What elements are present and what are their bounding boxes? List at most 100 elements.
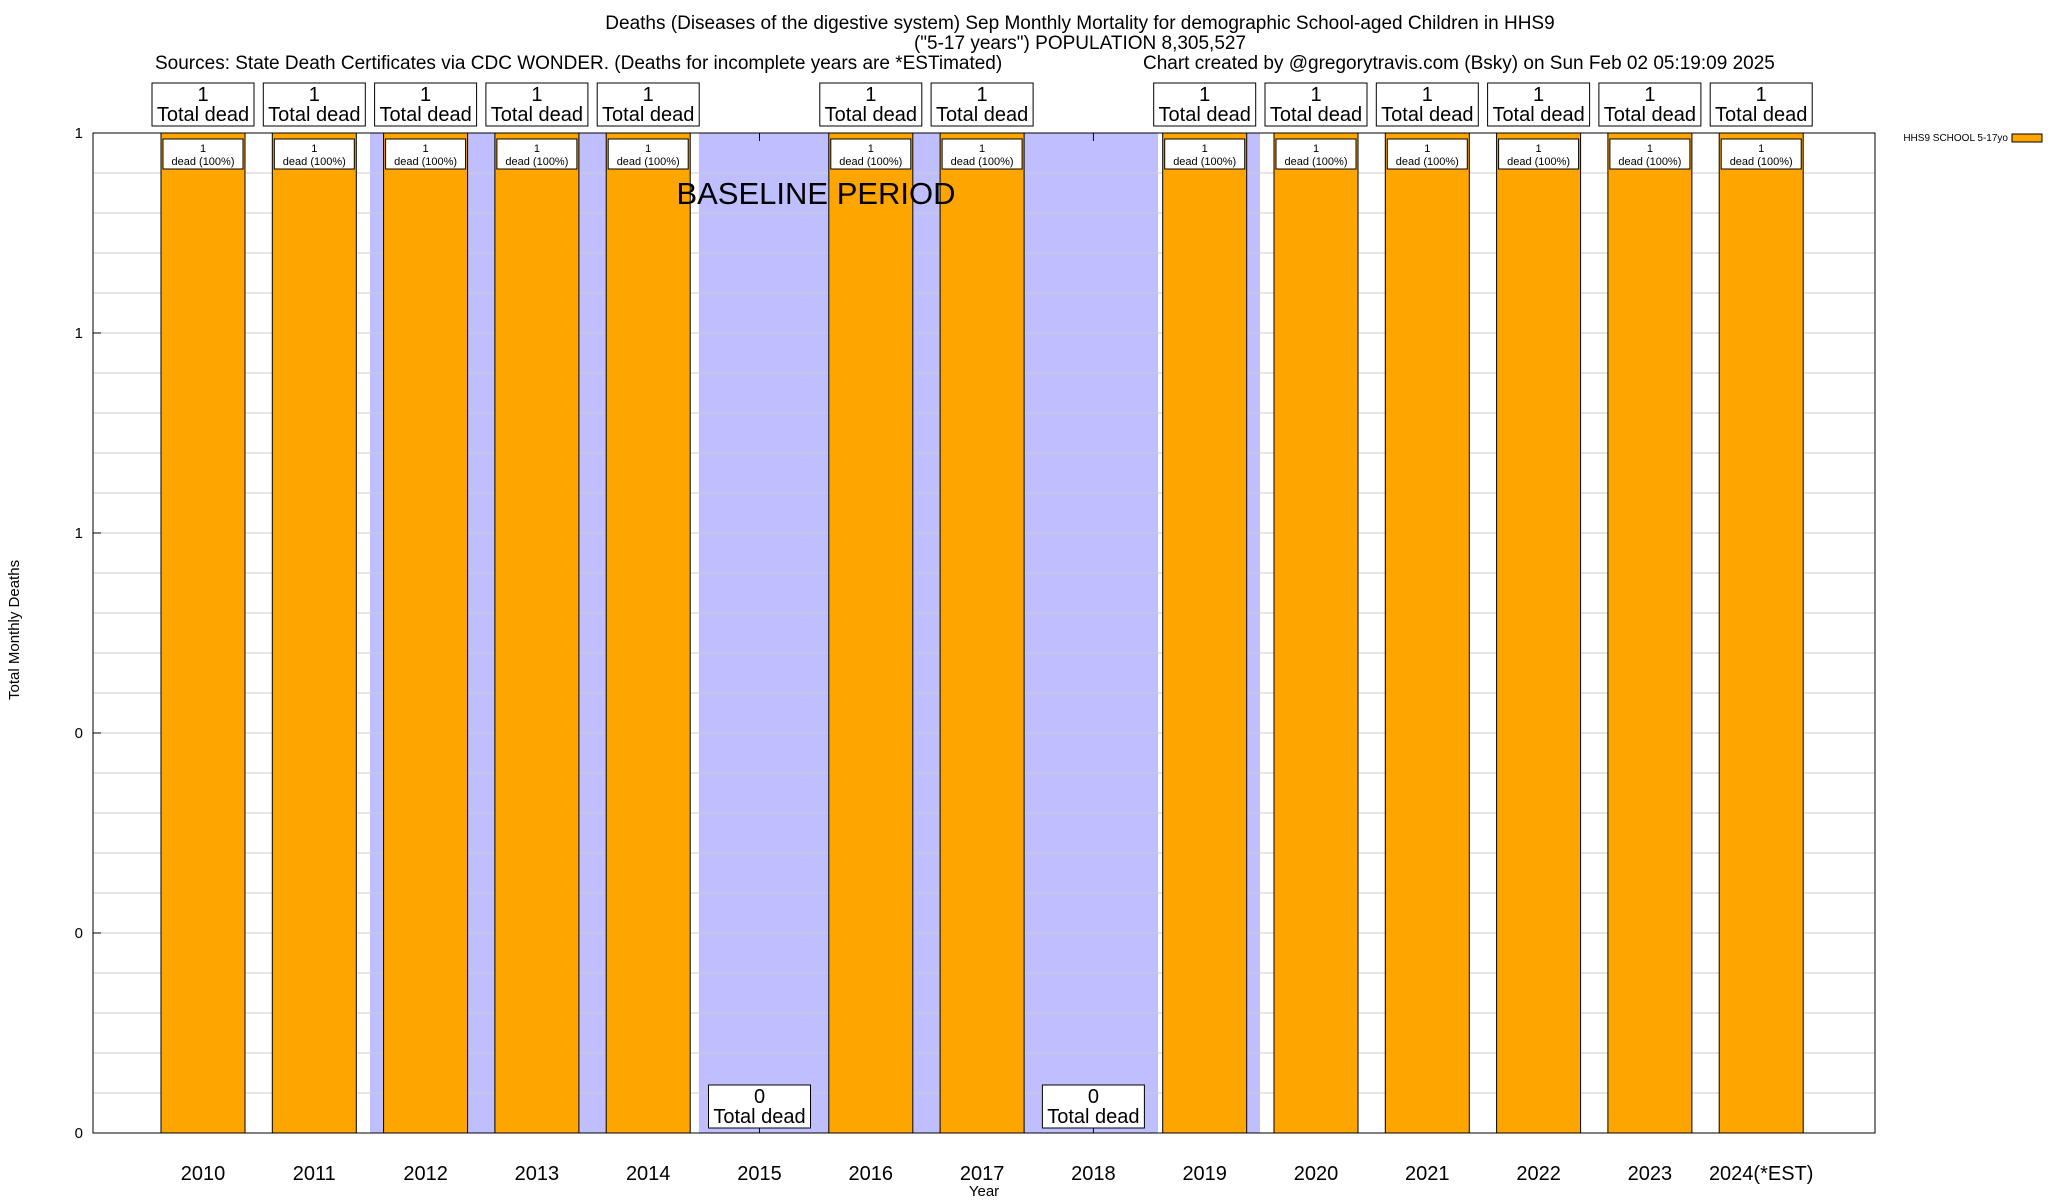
- total-count: 1: [197, 84, 208, 106]
- bar-pct-count: 1: [868, 143, 874, 155]
- bar-pct-count: 1: [1424, 143, 1430, 155]
- bar-pct-label: dead (100%): [1396, 156, 1459, 168]
- x-tick-label: 2023: [1628, 1163, 1673, 1185]
- x-tick-label: 2012: [403, 1163, 448, 1185]
- total-box: [1487, 82, 1591, 127]
- bar-2021: [1384, 132, 1470, 1134]
- bar-pct-count: 1: [645, 143, 651, 155]
- y-tick-label: 1: [75, 125, 83, 142]
- legend-swatch: [2011, 133, 2043, 143]
- x-tick-label: 2010: [181, 1163, 226, 1185]
- bar-pct-box: [1386, 138, 1468, 170]
- total-box: [1375, 82, 1479, 127]
- bar-pct-count: 1: [979, 143, 985, 155]
- total-box: [930, 82, 1034, 127]
- bar-pct-count: 1: [1647, 143, 1653, 155]
- total-count: 1: [420, 84, 431, 106]
- total-label: Total dead: [713, 1106, 805, 1128]
- legend-label: HHS9 SCHOOL 5-17yo: [1903, 133, 2008, 144]
- total-label: Total dead: [1270, 104, 1362, 126]
- x-tick-label: 2015: [737, 1163, 782, 1185]
- bar-pct-count: 1: [534, 143, 540, 155]
- x-tick-label: 2019: [1182, 1163, 1227, 1185]
- bar-pct-label: dead (100%): [1285, 156, 1348, 168]
- x-tick-label: 2020: [1294, 1163, 1339, 1185]
- bar-pct-count: 1: [1202, 143, 1208, 155]
- bar-2024(*EST): [1718, 132, 1804, 1134]
- x-tick-label: 2017: [960, 1163, 1005, 1185]
- bar-2017: [939, 132, 1025, 1134]
- total-label: Total dead: [268, 104, 360, 126]
- total-count: 1: [977, 84, 988, 106]
- baseline-label: BASELINE PERIOD: [676, 176, 955, 211]
- chart-title: Deaths (Diseases of the digestive system…: [605, 13, 1555, 34]
- baseline-region: [698, 133, 1159, 1133]
- bar-pct-label: dead (100%): [172, 156, 235, 168]
- bar-pct-count: 1: [1758, 143, 1764, 155]
- total-count: 0: [754, 1086, 765, 1108]
- bar-pct-box: [830, 138, 912, 170]
- total-box: [1598, 82, 1702, 127]
- total-count: 1: [1422, 84, 1433, 106]
- total-count: 1: [1756, 84, 1767, 106]
- total-label: Total dead: [1381, 104, 1473, 126]
- bar-pct-box: [1164, 138, 1246, 170]
- y-tick-label: 0: [75, 1125, 83, 1142]
- total-label: Total dead: [825, 104, 917, 126]
- total-count: 1: [865, 84, 876, 106]
- bar-2019: [1162, 132, 1248, 1134]
- bar-2020: [1273, 132, 1359, 1134]
- bar-pct-count: 1: [311, 143, 317, 155]
- total-count: 1: [643, 84, 654, 106]
- bar-2010: [160, 132, 246, 1134]
- total-box: [151, 82, 255, 127]
- bar-pct-label: dead (100%): [283, 156, 346, 168]
- x-tick-label: 2024(*EST): [1709, 1163, 1814, 1185]
- bar-pct-box: [496, 138, 578, 170]
- total-count: 1: [1199, 84, 1210, 106]
- bar-pct-label: dead (100%): [1730, 156, 1793, 168]
- bar-pct-label: dead (100%): [839, 156, 902, 168]
- total-count: 1: [1533, 84, 1544, 106]
- bar-pct-box: [385, 138, 467, 170]
- bar-pct-box: [607, 138, 689, 170]
- bar-pct-box: [941, 138, 1023, 170]
- x-axis-label: Year: [969, 1183, 999, 1200]
- bar-2013: [494, 132, 580, 1134]
- total-box: [1153, 82, 1257, 127]
- bar-2011: [271, 132, 357, 1134]
- bar-pct-count: 1: [1313, 143, 1319, 155]
- x-tick-label: 2014: [626, 1163, 671, 1185]
- total-count: 1: [1644, 84, 1655, 106]
- total-box: [1709, 82, 1813, 127]
- bar-2022: [1496, 132, 1582, 1134]
- x-tick-label: 2011: [293, 1163, 336, 1185]
- x-tick-label: 2021: [1405, 1163, 1450, 1185]
- y-tick-label: 1: [75, 325, 83, 342]
- x-tick-label: 2018: [1071, 1163, 1116, 1185]
- total-label: Total dead: [602, 104, 694, 126]
- total-label: Total dead: [1604, 104, 1696, 126]
- total-count: 0: [1088, 1086, 1099, 1108]
- bar-pct-count: 1: [1536, 143, 1542, 155]
- bar-2014: [605, 132, 691, 1134]
- total-label: Total dead: [1492, 104, 1584, 126]
- bar-pct-box: [273, 138, 355, 170]
- total-label: Total dead: [1715, 104, 1807, 126]
- y-tick-label: 0: [75, 925, 83, 942]
- bar-pct-box: [1609, 138, 1691, 170]
- total-label: Total dead: [1159, 104, 1251, 126]
- bar-2016: [828, 132, 914, 1134]
- total-label: Total dead: [936, 104, 1028, 126]
- bar-pct-label: dead (100%): [1173, 156, 1236, 168]
- chart-subtitle: ("5-17 years") POPULATION 8,305,527: [913, 33, 1247, 54]
- x-tick-label: 2016: [849, 1163, 894, 1185]
- total-count: 1: [309, 84, 320, 106]
- total-box: [819, 82, 923, 127]
- bar-pct-label: dead (100%): [951, 156, 1014, 168]
- total-label: Total dead: [379, 104, 471, 126]
- total-box: [262, 82, 366, 127]
- total-box: [1264, 82, 1368, 127]
- bar-pct-label: dead (100%): [1507, 156, 1570, 168]
